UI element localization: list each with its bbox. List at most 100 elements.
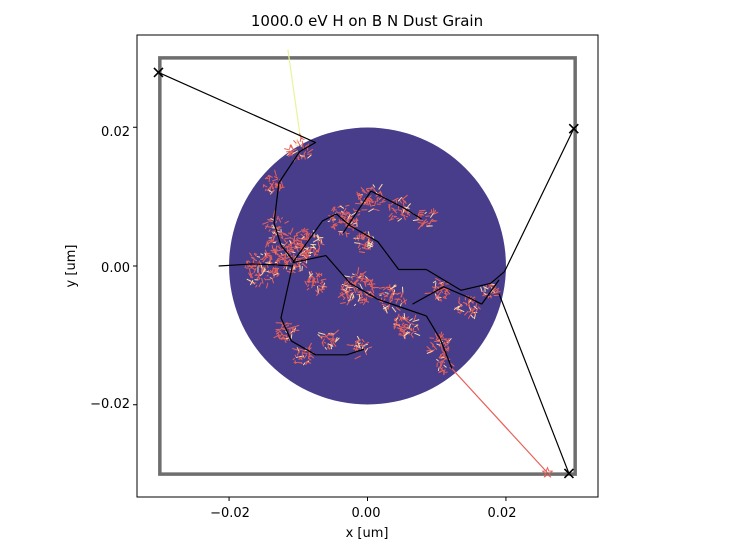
cascade-branch xyxy=(363,299,370,303)
cascade-branch xyxy=(272,232,275,234)
cascade-branch xyxy=(393,321,398,328)
cascade-branch xyxy=(305,361,309,366)
cascade-branch xyxy=(297,157,300,161)
cascade-branch xyxy=(382,286,388,291)
cascade-branch xyxy=(305,257,308,260)
cascade-branch xyxy=(400,214,406,217)
cascade-branch xyxy=(317,239,320,247)
cascade-branch xyxy=(274,232,277,238)
cascade-branch xyxy=(473,313,476,320)
cascade-branch xyxy=(304,252,311,258)
cascade-branch xyxy=(277,253,281,257)
cascade-branch xyxy=(272,236,275,242)
cascade-branch xyxy=(390,288,395,294)
cascade-branch xyxy=(328,334,334,336)
cascade-branch xyxy=(339,231,344,236)
cascade-branch xyxy=(340,216,343,219)
cascade-branch xyxy=(271,277,274,284)
cascade-branch xyxy=(258,277,261,280)
cascade-branch xyxy=(244,265,247,269)
cascade-cluster xyxy=(317,329,340,350)
cascade-branch xyxy=(268,175,271,183)
cascade-branch xyxy=(274,249,279,256)
cascade-branch xyxy=(306,230,310,237)
y-axis-label: y [um] xyxy=(64,245,79,288)
cascade-branch xyxy=(271,186,274,190)
cascade-branch xyxy=(379,201,386,204)
cascade-branch xyxy=(300,361,303,365)
primary-track xyxy=(349,225,427,271)
cascade-branch xyxy=(272,247,276,254)
cascade-branch xyxy=(429,218,433,225)
cascade-branch xyxy=(434,282,437,289)
cascade-branch xyxy=(402,208,405,214)
cascade-branch xyxy=(442,361,446,364)
cascade-branch xyxy=(453,305,460,310)
cascade-branch xyxy=(277,228,281,231)
cascade-branch xyxy=(398,332,402,335)
cascade-branch xyxy=(355,273,358,277)
cascade-branch xyxy=(440,281,443,284)
cascade-branch xyxy=(370,242,374,246)
cascade-branch xyxy=(362,300,367,306)
cascade-branch xyxy=(361,346,364,350)
cascade-branch xyxy=(304,349,308,352)
cascade-branch xyxy=(301,262,304,265)
cascade-branch xyxy=(296,242,304,246)
cascade-branch xyxy=(261,277,264,284)
cascade-branch xyxy=(334,337,340,343)
cascade-branch xyxy=(399,199,403,204)
cascade-branch xyxy=(368,208,374,213)
cascade-branch xyxy=(471,307,474,314)
y-tick-label: 0.02 xyxy=(101,125,130,140)
cascade-branch xyxy=(330,340,334,346)
cascade-branch xyxy=(426,350,434,354)
cascade-branch xyxy=(368,197,374,203)
cascade-branch xyxy=(440,360,444,368)
cascade-branch xyxy=(280,232,284,238)
cascade-branch xyxy=(314,250,318,255)
cascade-branch xyxy=(381,303,387,306)
cascade-branch xyxy=(283,260,286,264)
cascade-branch xyxy=(388,218,394,221)
cascade-branch xyxy=(253,267,257,274)
cascade-branch xyxy=(306,246,308,249)
cascade-branch xyxy=(264,224,269,230)
cascade-cluster xyxy=(337,267,380,307)
cascade-branch xyxy=(394,318,397,322)
cascade-branch xyxy=(321,338,325,344)
x-tick-label: 0.02 xyxy=(488,506,517,521)
cascade-branch xyxy=(440,367,444,370)
cascade-branch xyxy=(254,253,258,255)
cascade-branch xyxy=(362,191,368,194)
cascade-branch xyxy=(302,362,306,366)
cascade-branch xyxy=(336,211,340,214)
cascade-branch xyxy=(432,211,439,215)
cascade-branch xyxy=(351,277,353,280)
cascade-branch xyxy=(358,194,362,198)
cascade-branch xyxy=(354,344,358,347)
cascade-branch xyxy=(345,204,350,207)
cascade-branch xyxy=(439,284,445,287)
cascade-branch xyxy=(469,307,472,312)
cascade-branch xyxy=(437,291,442,297)
y-tick-label: 0.00 xyxy=(101,261,130,276)
cascade-branch xyxy=(346,216,352,223)
cascade-branch xyxy=(340,220,346,224)
cascade-branch xyxy=(309,270,313,276)
cascade-branch xyxy=(358,342,361,345)
cascade-branch xyxy=(360,344,366,347)
cascade-branch xyxy=(318,285,323,288)
cascade-branch xyxy=(436,296,442,298)
cascade-branch xyxy=(349,291,355,295)
cascade-branch xyxy=(291,150,298,155)
cascade-branch xyxy=(275,328,282,333)
cascade-branch xyxy=(357,282,361,285)
cascade-branch xyxy=(395,307,401,311)
cascade-branch xyxy=(262,267,266,275)
cascade-branch xyxy=(303,153,306,160)
cascade-branch xyxy=(439,287,446,291)
cascade-branch xyxy=(279,330,283,335)
cascade-branch xyxy=(397,218,403,222)
cascade-branch xyxy=(374,200,377,205)
